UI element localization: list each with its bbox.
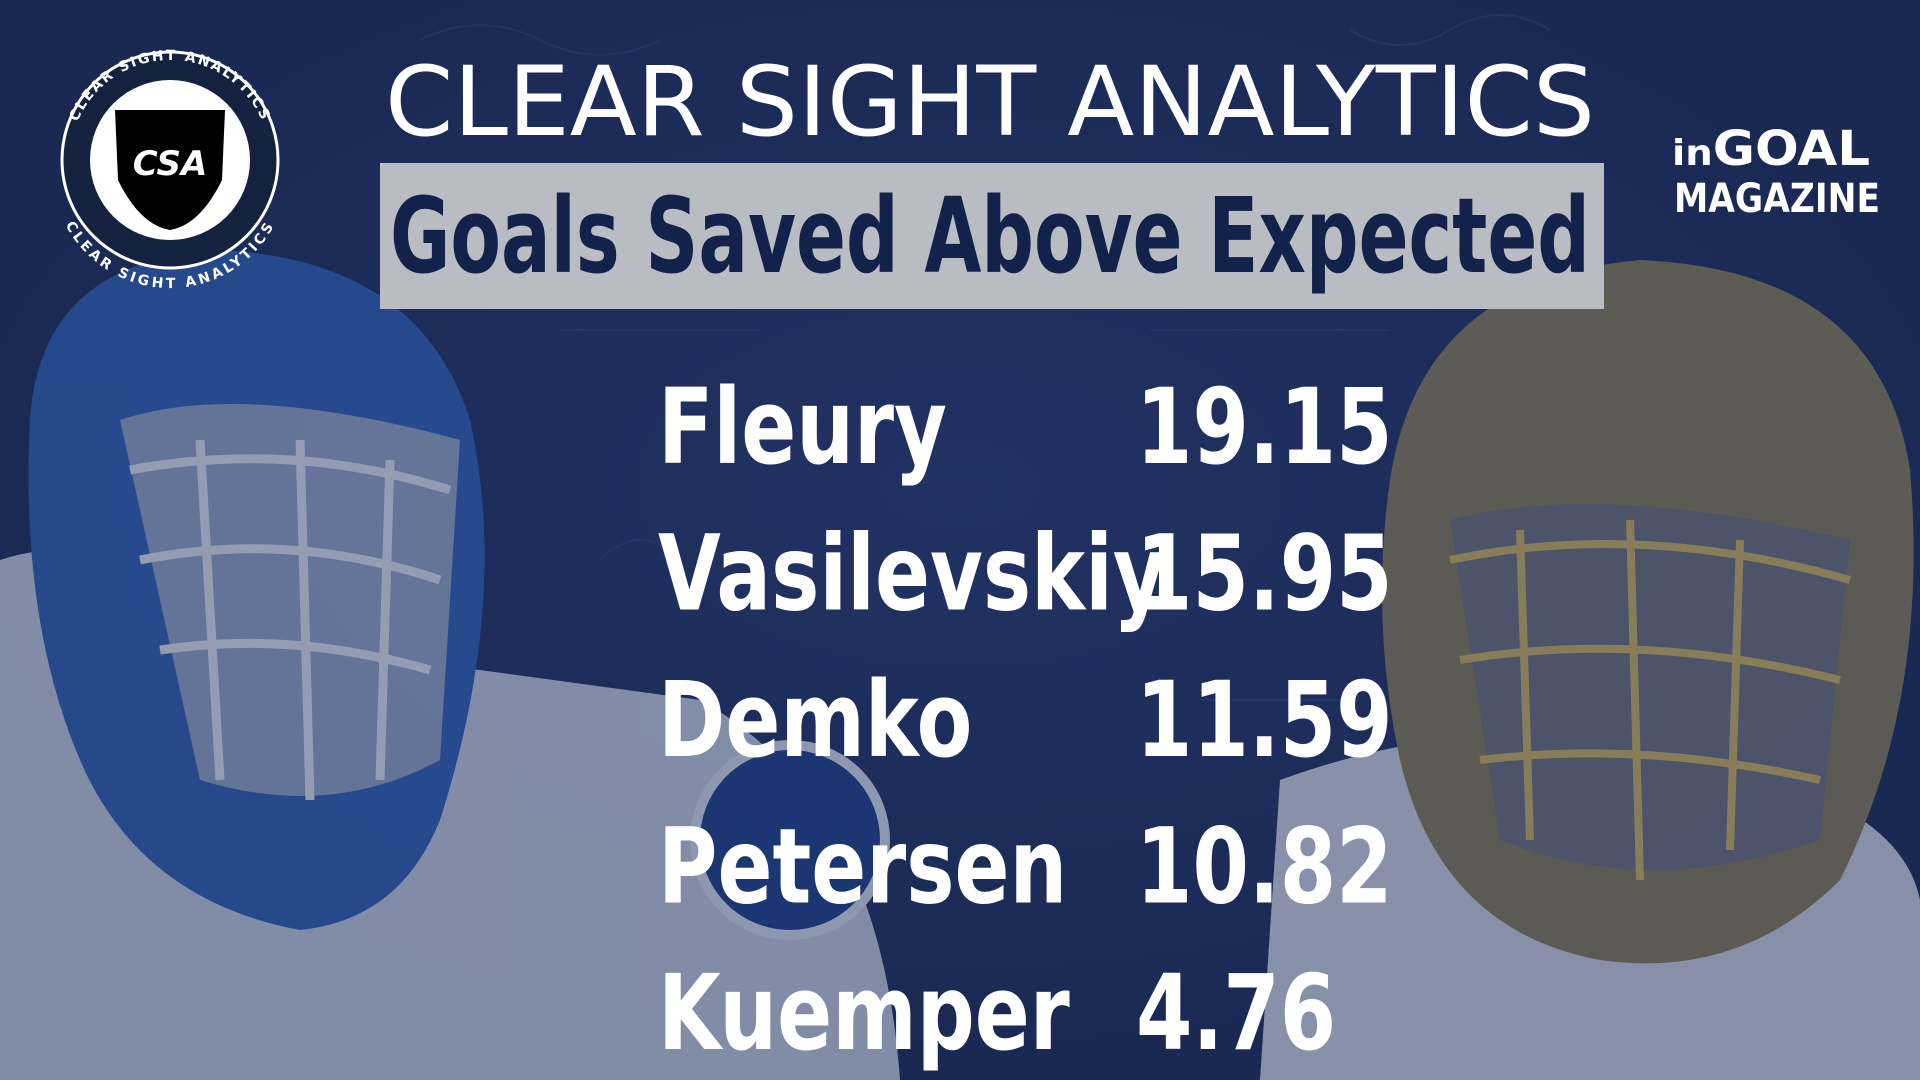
gsax-value: 10.82 (1136, 806, 1393, 928)
subtitle: Goals Saved Above Expected (390, 175, 1590, 297)
gsax-value: 19.15 (1136, 366, 1393, 488)
gsax-value: 15.95 (1136, 513, 1393, 635)
player-name: Demko (658, 659, 972, 781)
player-name: Fleury (658, 366, 947, 488)
ingoal-logo: inGOAL MAGAZINE (1672, 121, 1880, 222)
logo-shield (115, 110, 225, 230)
gsax-value: 11.59 (1136, 659, 1393, 781)
title: CLEAR SIGHT ANALYTICS (385, 46, 1595, 158)
logo-in: in (1672, 133, 1713, 174)
background-scribbles (419, 14, 1551, 701)
csa-logo: CSA CLEAR SIGHT ANALYTICS CLEAR SIGHT AN… (60, 48, 280, 292)
right-goalie-image (1260, 260, 1920, 1080)
logo-goal: GOAL (1713, 121, 1870, 177)
player-name: Kuemper (658, 952, 1070, 1074)
logo-line1: inGOAL (1672, 121, 1870, 177)
subtitle-box (380, 163, 1604, 309)
player-name: Petersen (658, 806, 1067, 928)
logo-line2: MAGAZINE (1674, 176, 1880, 222)
left-goalie-image (0, 250, 900, 1080)
gsax-value: 4.76 (1136, 952, 1336, 1074)
logo-shield-text: CSA (133, 144, 208, 184)
player-name: Vasilevskiy (658, 513, 1166, 635)
